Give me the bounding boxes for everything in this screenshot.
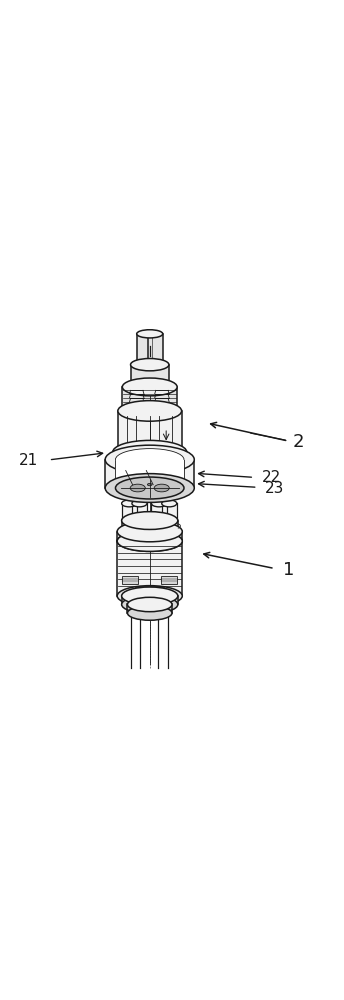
Ellipse shape (113, 440, 187, 464)
Ellipse shape (130, 381, 169, 393)
Bar (132, 503, 147, 521)
Ellipse shape (122, 512, 178, 529)
Ellipse shape (122, 378, 177, 396)
Ellipse shape (132, 517, 147, 524)
Ellipse shape (122, 500, 137, 507)
Ellipse shape (128, 597, 172, 612)
Bar (135, 587, 164, 594)
Ellipse shape (151, 517, 166, 524)
Bar (122, 576, 138, 584)
Ellipse shape (122, 523, 178, 540)
Ellipse shape (122, 402, 177, 420)
Ellipse shape (117, 586, 182, 606)
Ellipse shape (118, 442, 182, 462)
Bar (151, 503, 166, 521)
Ellipse shape (122, 517, 137, 524)
Bar (118, 411, 182, 452)
Text: 23: 23 (265, 481, 284, 496)
Ellipse shape (162, 517, 177, 524)
Ellipse shape (151, 500, 166, 507)
Ellipse shape (137, 330, 163, 338)
Text: 21: 21 (19, 453, 38, 468)
Bar (161, 576, 178, 584)
Ellipse shape (122, 587, 178, 605)
Text: 22: 22 (262, 470, 281, 485)
Ellipse shape (113, 448, 187, 471)
Text: 1: 1 (283, 561, 294, 579)
Bar (130, 365, 169, 387)
Text: 2: 2 (293, 433, 304, 451)
Bar (122, 387, 177, 411)
Ellipse shape (105, 445, 194, 474)
Ellipse shape (122, 596, 178, 613)
Bar (113, 452, 187, 460)
Ellipse shape (117, 521, 182, 542)
Ellipse shape (117, 531, 182, 551)
Ellipse shape (154, 484, 169, 492)
Ellipse shape (148, 483, 152, 486)
Ellipse shape (137, 361, 163, 369)
Ellipse shape (130, 359, 169, 371)
Bar (137, 334, 163, 365)
Bar (116, 460, 184, 486)
Ellipse shape (116, 449, 184, 471)
Bar (117, 541, 182, 596)
Ellipse shape (162, 500, 177, 507)
Ellipse shape (132, 500, 147, 507)
Bar (105, 460, 194, 488)
Ellipse shape (128, 606, 172, 620)
Ellipse shape (116, 477, 184, 499)
Bar (122, 521, 178, 532)
Bar (117, 532, 182, 541)
Ellipse shape (117, 531, 182, 551)
Ellipse shape (105, 474, 194, 502)
Bar (122, 596, 178, 604)
Ellipse shape (118, 401, 182, 421)
Bar (128, 604, 172, 613)
Ellipse shape (130, 484, 145, 492)
Bar (122, 503, 137, 521)
Bar (162, 503, 177, 521)
